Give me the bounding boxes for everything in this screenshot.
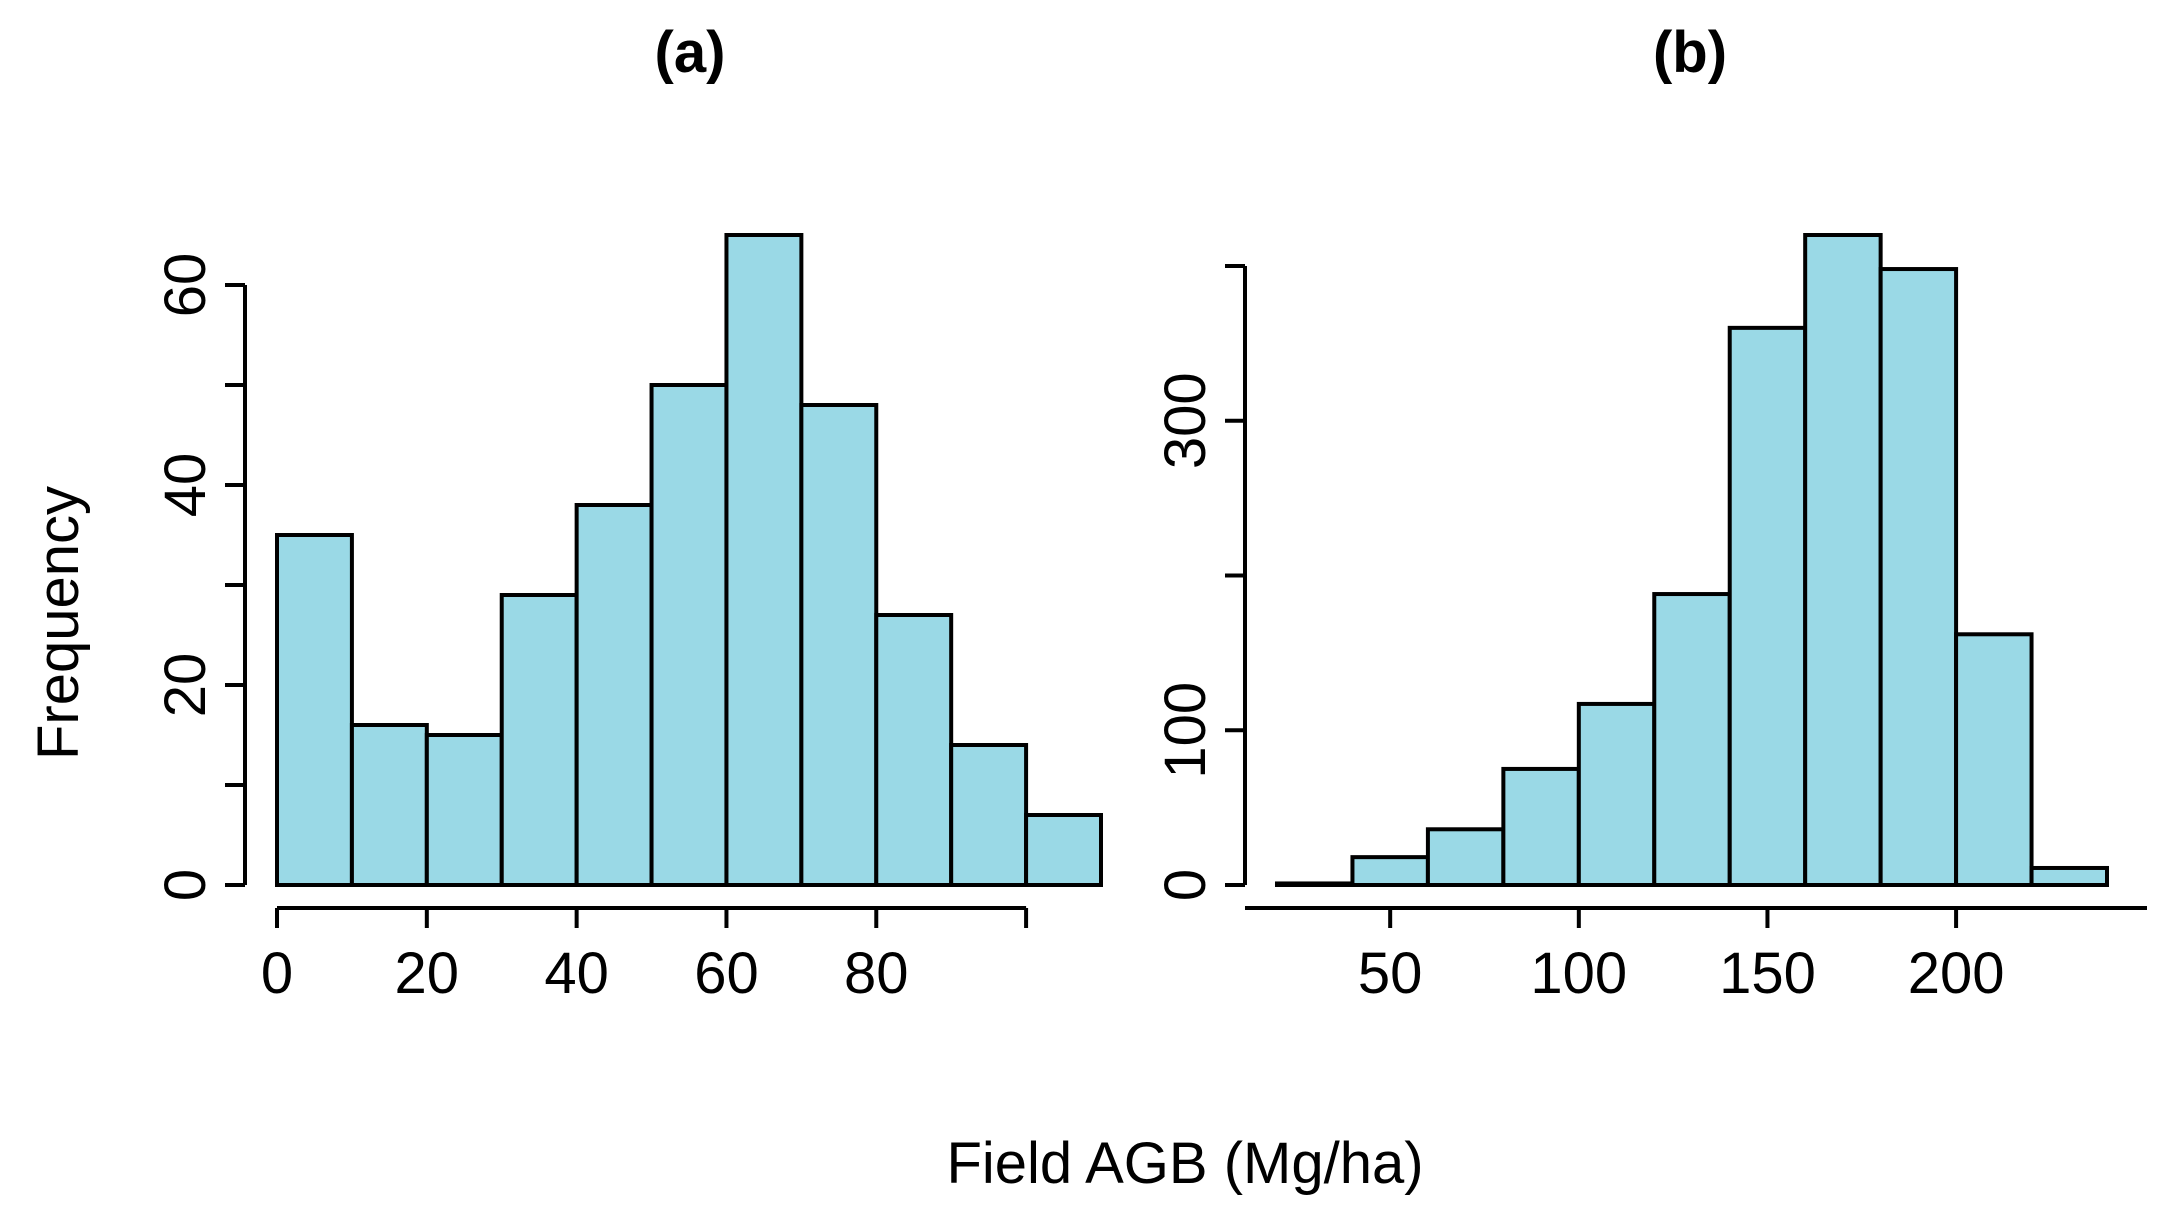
histogram-bar bbox=[1803, 233, 1883, 887]
histogram-bar bbox=[424, 733, 504, 887]
x-tick-label: 150 bbox=[1719, 941, 1816, 1006]
panel-b-bars bbox=[1275, 233, 2109, 888]
x-tick-label: 80 bbox=[844, 941, 909, 1006]
histogram-bar bbox=[1727, 325, 1808, 888]
histogram-bar bbox=[1024, 813, 1104, 887]
histogram-bar bbox=[1275, 881, 1355, 888]
x-tick-label: 20 bbox=[395, 941, 460, 1006]
histogram-bar bbox=[949, 743, 1029, 887]
panel-a-y-axis: 0 20 40 60 bbox=[153, 253, 247, 901]
histogram-bar bbox=[1425, 827, 1506, 887]
x-tick-label: 60 bbox=[694, 941, 759, 1006]
histogram-bar bbox=[2029, 865, 2109, 888]
histogram-bar bbox=[1878, 267, 1959, 887]
y-tick-label: 0 bbox=[153, 869, 218, 901]
y-tick-label: 100 bbox=[1153, 682, 1218, 779]
panel-b-histogram: (b) 0 100 300 50 100 150 200 bbox=[1153, 20, 2147, 1006]
histogram-bar bbox=[1652, 592, 1732, 887]
y-tick-label: 20 bbox=[153, 653, 218, 718]
histogram-bar bbox=[574, 503, 654, 887]
x-tick-label: 40 bbox=[544, 941, 609, 1006]
x-tick-label: 200 bbox=[1908, 941, 2005, 1006]
panel-a-x-axis: 0 20 40 60 80 bbox=[261, 906, 1029, 1006]
panel-a-title: (a) bbox=[655, 20, 726, 85]
histogram-bar bbox=[499, 593, 579, 887]
y-axis-title: Frequency bbox=[26, 486, 91, 760]
histogram-bar bbox=[1350, 855, 1430, 888]
y-tick-label: 0 bbox=[1153, 869, 1218, 901]
panel-a-histogram: (a) 0 20 40 60 0 20 40 60 80 bbox=[153, 20, 1104, 1006]
y-tick-label: 40 bbox=[153, 453, 218, 518]
x-tick-label: 100 bbox=[1530, 941, 1627, 1006]
panel-b-y-axis: 0 100 300 bbox=[1153, 263, 1247, 901]
histogram-bar bbox=[724, 233, 804, 887]
x-tick-label: 0 bbox=[261, 941, 293, 1006]
histogram-bar bbox=[799, 403, 879, 887]
histogram-bar bbox=[349, 723, 429, 887]
histogram-bar bbox=[1954, 632, 2034, 887]
y-tick-label: 60 bbox=[153, 253, 218, 318]
histogram-bar bbox=[874, 613, 954, 887]
histogram-bar bbox=[1576, 701, 1657, 888]
panel-a-bars bbox=[275, 233, 1104, 887]
panel-b-x-axis: 50 100 150 200 bbox=[1245, 906, 2147, 1006]
histogram-bar bbox=[649, 383, 729, 887]
histogram-bar bbox=[1501, 766, 1581, 888]
x-tick-label: 50 bbox=[1358, 941, 1423, 1006]
y-tick-label: 300 bbox=[1153, 372, 1218, 469]
histogram-bar bbox=[275, 533, 354, 887]
x-axis-title: Field AGB (Mg/ha) bbox=[946, 1131, 1423, 1196]
panel-b-title: (b) bbox=[1653, 20, 1727, 85]
